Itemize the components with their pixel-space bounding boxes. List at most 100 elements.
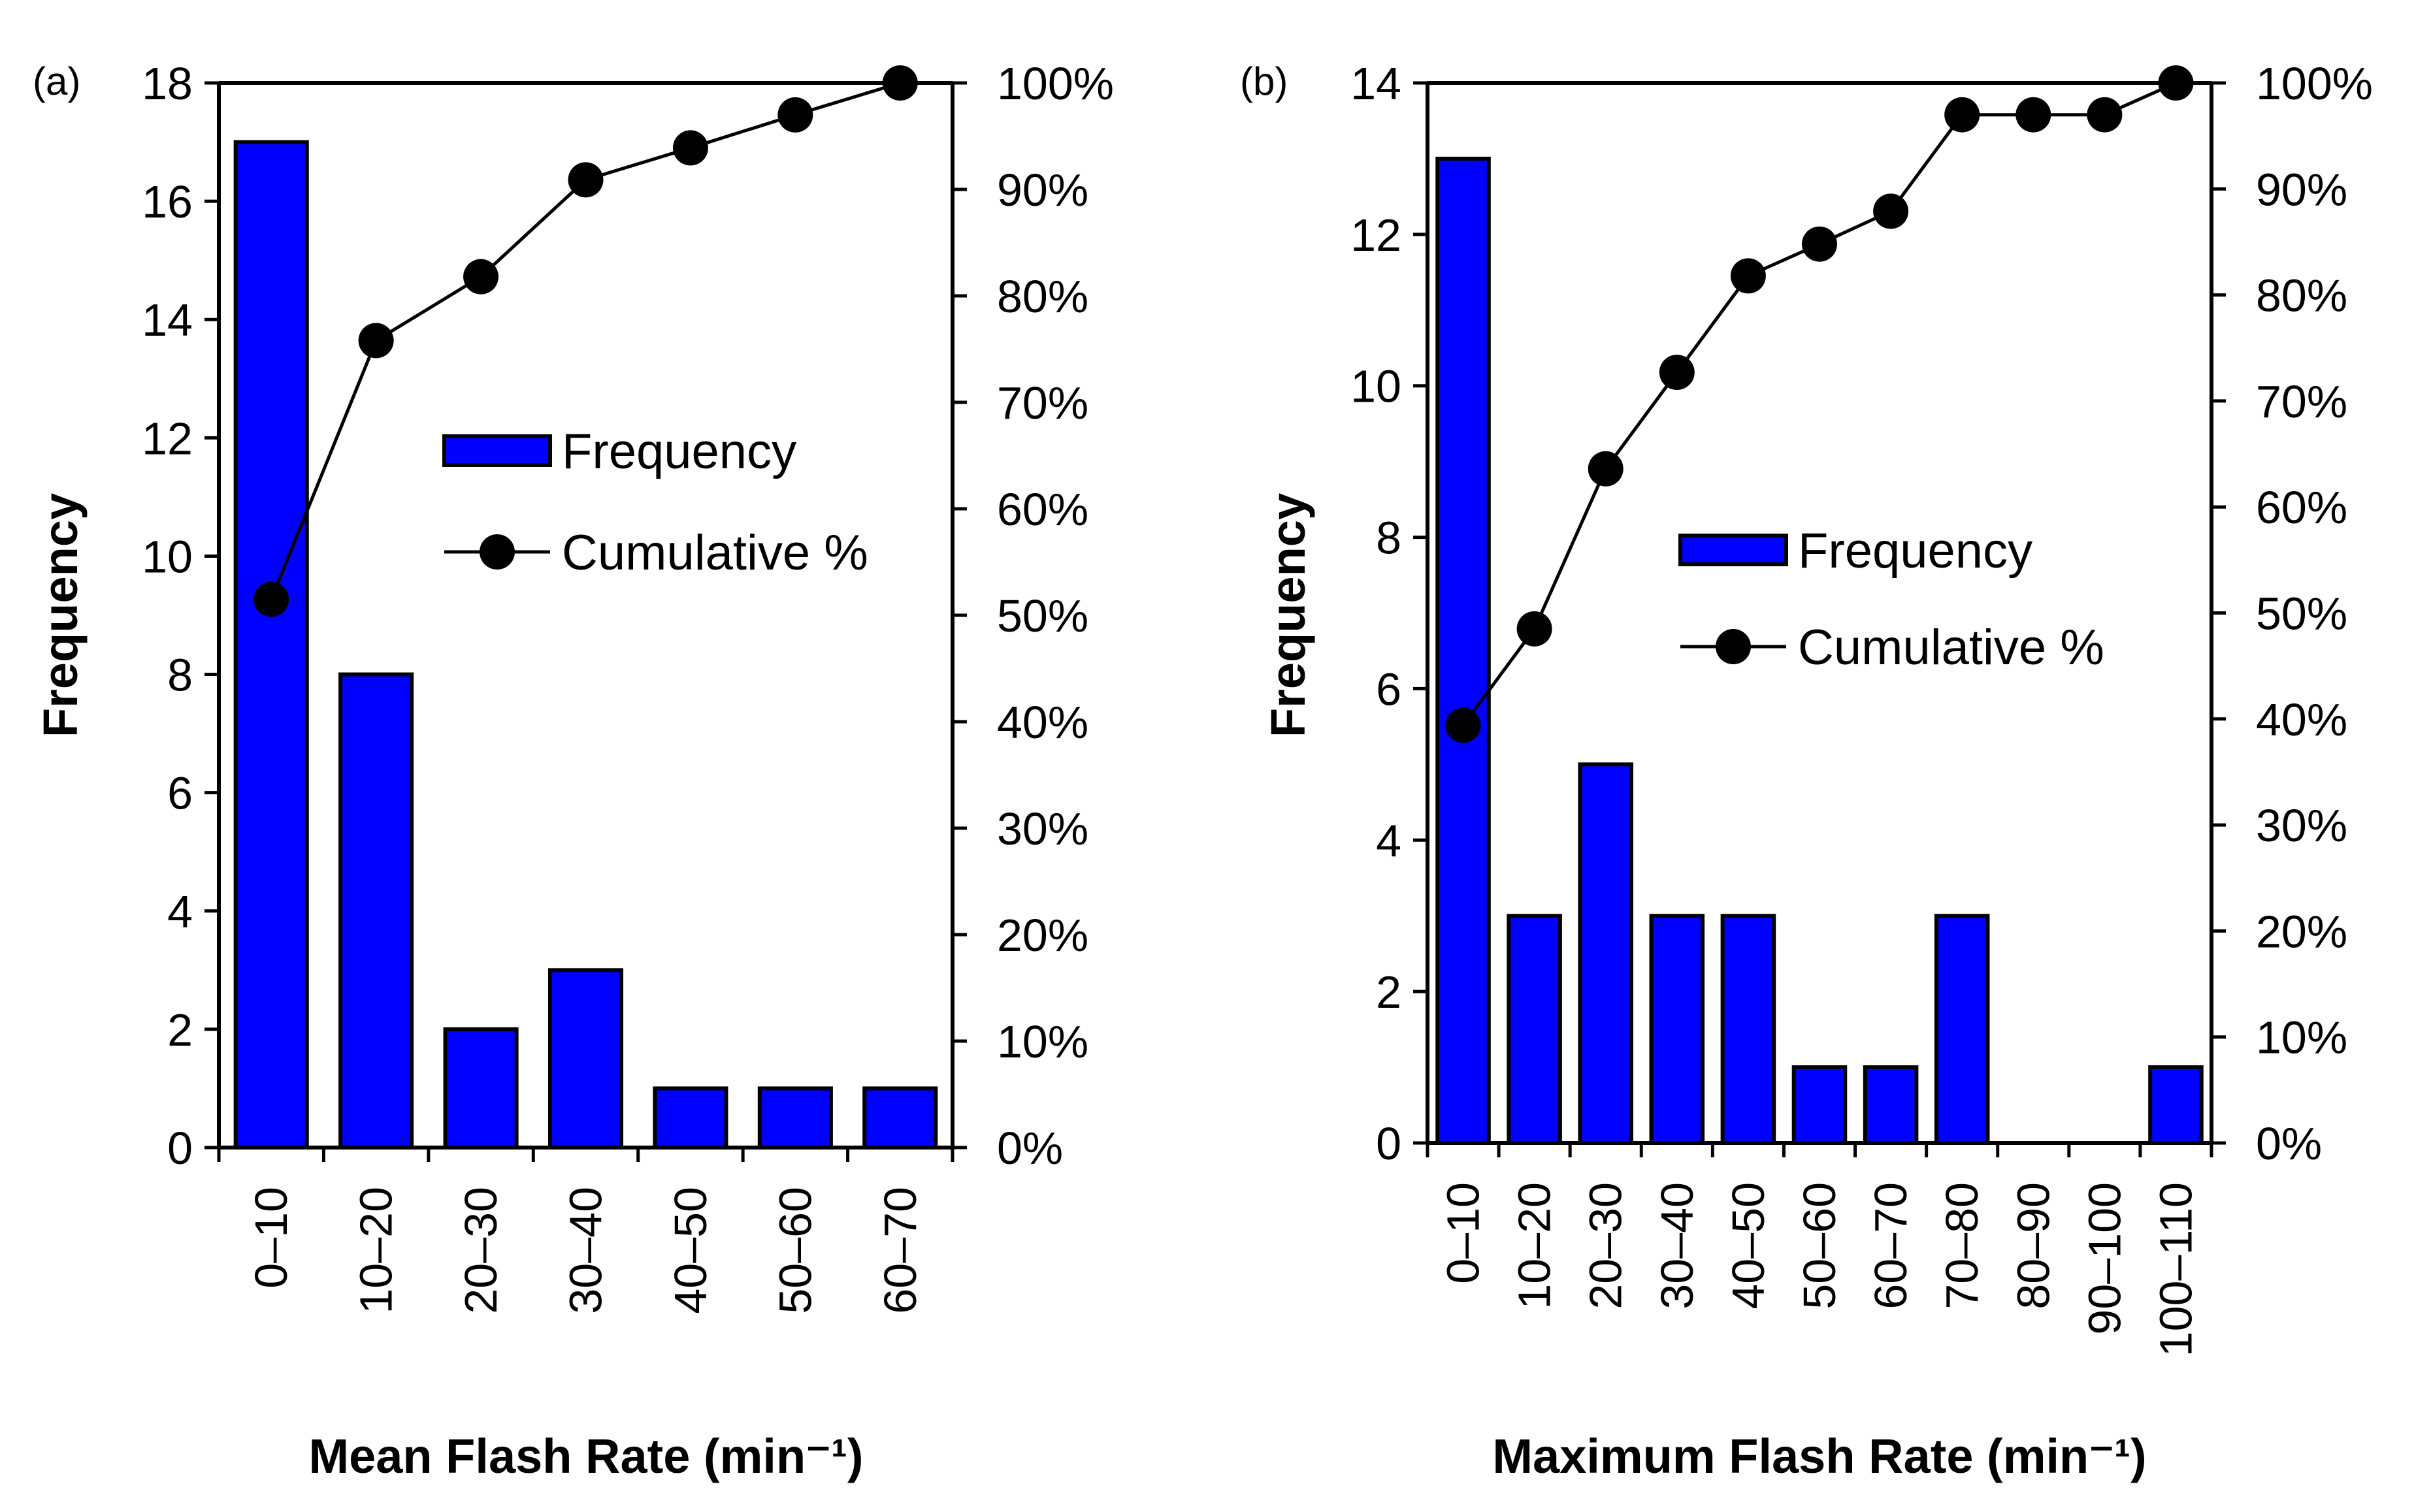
y-tick-label: 10	[142, 531, 193, 582]
y-tick-label: 14	[1350, 58, 1401, 109]
cumulative-point-10–20	[1516, 611, 1552, 647]
bar-0–10	[233, 140, 309, 1150]
legend-bar-swatch	[1678, 534, 1788, 566]
x-tick-label: 90–100	[2079, 1182, 2130, 1335]
y-tick-label: 6	[1376, 664, 1401, 715]
cumulative-point-20–30	[463, 259, 499, 295]
x-tick-label: 40–50	[665, 1187, 716, 1314]
bar-20–30	[443, 1027, 519, 1150]
y-tick-label: 10	[1350, 361, 1401, 412]
y2-tick-label: 40%	[997, 697, 1088, 748]
panel-label: (a)	[33, 59, 80, 103]
x-tick-label: 10–20	[1509, 1182, 1560, 1310]
legend-marker-swatch	[480, 534, 515, 570]
cumulative-point-50–60	[777, 97, 813, 133]
y2-tick-label: 90%	[2256, 164, 2347, 215]
legend-label-cumulative: Cumulative %	[562, 525, 868, 581]
x-tick-label: 0–10	[1438, 1182, 1489, 1284]
legend-label-frequency: Frequency	[562, 424, 796, 479]
y-tick-label: 4	[1376, 815, 1401, 866]
y2-tick-label: 70%	[2256, 376, 2347, 427]
x-tick-label: 40–50	[1723, 1182, 1774, 1310]
chart-panel-b: (b) 0 2 4 6 8 10 12 14 0% 10% 20% 30% 40% 50% 60% 70% 80%…	[1240, 58, 2373, 1483]
cumulative-point-80–90	[2015, 97, 2051, 133]
legend: Frequency Cumulative %	[442, 424, 868, 581]
y2-tick-label: 20%	[2256, 906, 2347, 957]
bar-30–40	[547, 968, 624, 1150]
bar-0–10	[1435, 156, 1491, 1145]
y2-tick-label: 60%	[2256, 482, 2347, 533]
cumulative-point-40–50	[1730, 258, 1766, 294]
x-axis-title: Mean Flash Rate (min⁻¹)	[308, 1429, 863, 1483]
y2-tick-label: 100%	[997, 58, 1114, 109]
x-axis-title: Maximum Flash Rate (min⁻¹)	[1492, 1429, 2146, 1483]
legend-bar-swatch	[442, 434, 552, 467]
y-tick-label: 6	[167, 768, 193, 819]
x-tick-label: 50–60	[770, 1187, 821, 1314]
y-axis-title: Frequency	[1261, 493, 1315, 737]
x-tick-label: 30–40	[561, 1187, 612, 1314]
y-tick-label: 8	[1376, 513, 1401, 564]
cumulative-point-60–70	[1873, 193, 1909, 229]
y2-tick-label: 100%	[2256, 58, 2373, 109]
chart-panel-a: (a) 0 2 4 6 8 10 12 14 16 18 0% 10% 20% 30% 40% 50% 60% 70…	[33, 58, 1114, 1483]
cumulative-point-50–60	[1802, 226, 1837, 262]
bar-40–50	[653, 1086, 728, 1150]
y2-tick-label: 90%	[997, 165, 1088, 216]
bar-50–60	[757, 1086, 833, 1150]
legend-label-cumulative: Cumulative %	[1798, 620, 2104, 675]
panel-label: (b)	[1240, 59, 1288, 103]
cumulative-point-0–10	[1445, 707, 1481, 743]
y2-tick-label: 70%	[997, 378, 1088, 428]
y-tick-label: 18	[142, 58, 193, 109]
bar-30–40	[1649, 914, 1705, 1145]
y-tick-label: 0	[1376, 1118, 1401, 1169]
bar-60–70	[1863, 1065, 1919, 1145]
y2-tick-label: 10%	[997, 1016, 1088, 1067]
y2-tick-label: 0%	[997, 1123, 1063, 1174]
cumulative-point-10–20	[358, 323, 394, 359]
cumulative-point-100–110	[2158, 65, 2194, 101]
x-tick-label: 0–10	[246, 1187, 297, 1289]
y-tick-label: 2	[1376, 967, 1401, 1018]
x-tick-label: 20–30	[455, 1187, 506, 1314]
y2-tick-label: 20%	[997, 910, 1088, 961]
bar-10–20	[1507, 914, 1562, 1145]
bar-10–20	[338, 672, 414, 1150]
bar-60–70	[862, 1086, 938, 1150]
cumulative-point-60–70	[882, 65, 918, 101]
y-tick-label: 12	[1350, 210, 1401, 261]
y2-tick-label: 50%	[2256, 588, 2347, 639]
y2-tick-label: 60%	[997, 484, 1088, 535]
y-tick-label: 4	[167, 886, 193, 937]
bar-100–110	[2148, 1065, 2204, 1145]
cumulative-point-0–10	[253, 581, 289, 617]
y-tick-label: 14	[142, 295, 193, 346]
bar-70–80	[1934, 914, 1990, 1145]
cumulative-point-30–40	[568, 162, 604, 198]
y-tick-label: 12	[142, 413, 193, 464]
y2-tick-label: 0%	[2256, 1118, 2322, 1169]
y-tick-label: 16	[142, 176, 193, 227]
y2-tick-label: 30%	[997, 803, 1088, 854]
cumulative-point-30–40	[1659, 355, 1695, 391]
y2-tick-label: 80%	[2256, 270, 2347, 321]
x-tick-label: 60–70	[875, 1187, 926, 1314]
legend-marker-swatch	[1716, 629, 1751, 664]
cumulative-point-90–100	[2087, 97, 2123, 133]
y2-tick-label: 40%	[2256, 694, 2347, 745]
y2-tick-label: 80%	[997, 271, 1088, 322]
cumulative-point-70–80	[1944, 97, 1980, 133]
x-tick-label: 60–70	[1865, 1182, 1916, 1310]
cumulative-point-20–30	[1588, 451, 1623, 487]
y2-tick-label: 50%	[997, 590, 1088, 641]
x-tick-label: 50–60	[1794, 1182, 1845, 1310]
x-tick-label: 100–110	[2150, 1182, 2201, 1357]
x-tick-label: 20–30	[1580, 1182, 1631, 1310]
bar-50–60	[1791, 1065, 1848, 1145]
x-tick-label: 70–80	[1936, 1182, 1987, 1310]
bar-20–30	[1578, 762, 1634, 1146]
y-tick-label: 8	[167, 650, 193, 701]
x-tick-label: 10–20	[351, 1187, 402, 1314]
